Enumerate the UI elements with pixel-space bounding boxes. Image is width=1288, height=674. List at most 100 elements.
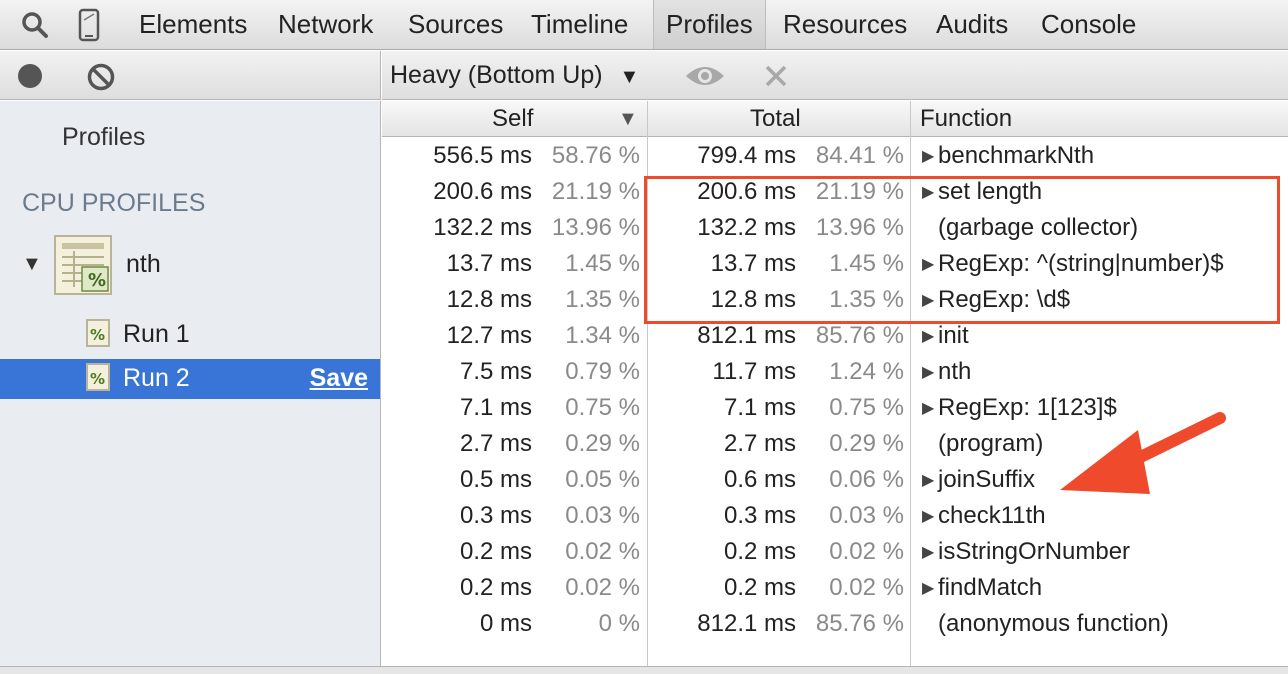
table-row[interactable]: 556.5 ms 58.76 % 799.4 ms 84.41 % ▶ benchmark… bbox=[382, 138, 1288, 174]
tab-sources[interactable]: Sources bbox=[408, 9, 504, 39]
table-row[interactable]: 2.7 ms 0.29 % 2.7 ms 0.29 % (program) bbox=[382, 426, 1288, 462]
save-link[interactable]: Save bbox=[309, 364, 368, 392]
table-row[interactable]: 13.7 ms 1.45 % 13.7 ms 1.45 % ▶ RegExp: ^(str… bbox=[382, 246, 1288, 282]
chevron-down-icon: ▼ bbox=[619, 66, 640, 88]
arrow-annotation-icon bbox=[1060, 412, 1226, 494]
expand-triangle-icon[interactable]: ▶ bbox=[922, 184, 935, 201]
self-percent-cell: 0.03 % bbox=[565, 502, 640, 529]
expand-triangle-icon[interactable]: ▶ bbox=[922, 580, 935, 597]
table-row[interactable]: 7.1 ms 0.75 % 7.1 ms 0.75 % ▶ RegExp: 1[123]$ bbox=[382, 390, 1288, 426]
profile-group-nth[interactable]: ▼ % nth bbox=[0, 231, 380, 301]
total-percent-cell: 0.02 % bbox=[829, 574, 904, 601]
device-mode-icon[interactable] bbox=[76, 0, 102, 50]
tab-profiles[interactable]: Profiles bbox=[653, 0, 766, 49]
highlight-annotation-box bbox=[644, 176, 1280, 324]
record-icon[interactable] bbox=[16, 62, 44, 95]
disclosure-triangle-icon[interactable]: ▼ bbox=[22, 253, 42, 275]
self-time-cell: 0.2 ms bbox=[459, 574, 532, 601]
self-percent-cell: 0.29 % bbox=[565, 430, 640, 457]
total-time-cell: 812.1 ms bbox=[697, 322, 796, 349]
total-percent-cell: 0.75 % bbox=[829, 394, 904, 421]
expand-triangle-icon[interactable]: ▶ bbox=[922, 256, 935, 273]
column-divider bbox=[910, 101, 911, 666]
sidebar-item-run-2[interactable]: % Run 2 Save bbox=[0, 359, 380, 399]
function-name: nth bbox=[938, 358, 972, 385]
total-time-cell: 12.8 ms bbox=[710, 286, 796, 313]
profile-group-label: nth bbox=[126, 250, 161, 278]
total-time-cell: 0.2 ms bbox=[723, 574, 796, 601]
total-percent-cell: 1.35 % bbox=[829, 286, 904, 313]
function-name: benchmarkNth bbox=[938, 142, 1095, 169]
table-row[interactable]: 200.6 ms 21.19 % 200.6 ms 21.19 % ▶ set lengt… bbox=[382, 174, 1288, 210]
expand-triangle-icon[interactable]: ▶ bbox=[922, 472, 935, 489]
total-percent-cell: 85.76 % bbox=[815, 610, 904, 637]
function-cell: (garbage collector) bbox=[922, 210, 1138, 246]
expand-triangle-icon[interactable]: ▶ bbox=[922, 328, 935, 345]
profiles-heading[interactable]: Profiles bbox=[62, 123, 146, 151]
function-name: (garbage collector) bbox=[938, 214, 1139, 241]
total-percent-cell: 21.19 % bbox=[815, 178, 904, 205]
view-mode-label: Heavy (Bottom Up) bbox=[390, 61, 603, 89]
self-percent-cell: 0.75 % bbox=[565, 394, 640, 421]
tab-elements[interactable]: Elements bbox=[139, 9, 248, 39]
column-header-total[interactable]: Total bbox=[750, 105, 801, 132]
tab-audits[interactable]: Audits bbox=[936, 9, 1009, 39]
total-time-cell: 7.1 ms bbox=[723, 394, 796, 421]
expand-triangle-icon[interactable]: ▶ bbox=[922, 400, 935, 417]
table-row[interactable]: 132.2 ms 13.96 % 132.2 ms 13.96 % (garbage c… bbox=[382, 210, 1288, 246]
total-time-cell: 799.4 ms bbox=[697, 142, 796, 169]
total-time-cell: 812.1 ms bbox=[697, 610, 796, 637]
expand-triangle-icon[interactable]: ▶ bbox=[922, 292, 935, 309]
function-name: findMatch bbox=[938, 574, 1043, 601]
table-row[interactable]: 12.8 ms 1.35 % 12.8 ms 1.35 % ▶ RegExp: \d$ bbox=[382, 282, 1288, 318]
function-cell: ▶ RegExp: 1[123]$ bbox=[922, 390, 1117, 426]
function-name: check11th bbox=[938, 502, 1046, 529]
self-percent-cell: 21.19 % bbox=[551, 178, 640, 205]
table-row[interactable]: 0.3 ms 0.03 % 0.3 ms 0.03 % ▶ check11th bbox=[382, 498, 1288, 534]
expand-triangle-icon[interactable]: ▶ bbox=[922, 508, 935, 525]
table-row[interactable]: 0.5 ms 0.05 % 0.6 ms 0.06 % ▶ joinSuffix bbox=[382, 462, 1288, 498]
close-icon[interactable] bbox=[764, 64, 788, 93]
column-header-self[interactable]: Self bbox=[492, 105, 534, 132]
sidebar-item-run-1[interactable]: % Run 1 bbox=[0, 315, 380, 355]
function-cell: ▶ RegExp: \d$ bbox=[922, 282, 1070, 318]
function-name: RegExp: ^(string|number)$ bbox=[938, 250, 1224, 277]
total-time-cell: 11.7 ms bbox=[712, 358, 796, 385]
eye-icon[interactable] bbox=[684, 62, 726, 95]
self-time-cell: 556.5 ms bbox=[433, 142, 532, 169]
table-row[interactable]: 7.5 ms 0.79 % 11.7 ms 1.24 % ▶ nth bbox=[382, 354, 1288, 390]
tab-network[interactable]: Network bbox=[278, 9, 374, 39]
self-time-cell: 12.8 ms bbox=[446, 286, 532, 313]
function-cell: ▶ set length bbox=[922, 174, 1042, 210]
self-time-cell: 0 ms bbox=[479, 610, 532, 637]
tab-timeline[interactable]: Timeline bbox=[531, 9, 629, 39]
table-row[interactable]: 0.2 ms 0.02 % 0.2 ms 0.02 % ▶ isStringOrNumbe… bbox=[382, 534, 1288, 570]
function-name: joinSuffix bbox=[938, 466, 1035, 493]
table-row[interactable]: 12.7 ms 1.34 % 812.1 ms 85.76 % ▶ init bbox=[382, 318, 1288, 354]
tab-resources[interactable]: Resources bbox=[783, 9, 908, 39]
profile-view-toolbar: Heavy (Bottom Up) ▼ bbox=[382, 51, 1288, 100]
total-percent-cell: 1.45 % bbox=[829, 250, 904, 277]
clear-icon[interactable] bbox=[86, 62, 116, 97]
table-row[interactable]: 0 ms 0 % 812.1 ms 85.76 % (anonymous functio… bbox=[382, 606, 1288, 642]
expand-triangle-icon[interactable]: ▶ bbox=[922, 544, 935, 561]
total-percent-cell: 84.41 % bbox=[815, 142, 904, 169]
function-name: set length bbox=[938, 178, 1043, 205]
tab-console[interactable]: Console bbox=[1041, 9, 1137, 39]
run-profile-icon: % bbox=[86, 319, 112, 354]
column-header-function[interactable]: Function bbox=[920, 105, 1013, 132]
total-time-cell: 132.2 ms bbox=[697, 214, 796, 241]
table-row[interactable]: 0.2 ms 0.02 % 0.2 ms 0.02 % ▶ findMatch bbox=[382, 570, 1288, 606]
function-cell: ▶ joinSuffix bbox=[922, 462, 1035, 498]
search-icon[interactable] bbox=[18, 0, 52, 50]
view-mode-select[interactable]: Heavy (Bottom Up) ▼ bbox=[390, 61, 639, 90]
expand-triangle-icon[interactable]: ▶ bbox=[922, 364, 935, 381]
total-time-cell: 2.7 ms bbox=[723, 430, 796, 457]
self-time-cell: 2.7 ms bbox=[459, 430, 532, 457]
self-percent-cell: 13.96 % bbox=[551, 214, 640, 241]
data-grid-header: Self ▼ Total Function bbox=[382, 101, 1288, 137]
expand-triangle-icon[interactable]: ▶ bbox=[922, 148, 935, 165]
self-time-cell: 200.6 ms bbox=[433, 178, 532, 205]
total-percent-cell: 13.96 % bbox=[815, 214, 904, 241]
function-cell: (program) bbox=[922, 426, 1043, 462]
